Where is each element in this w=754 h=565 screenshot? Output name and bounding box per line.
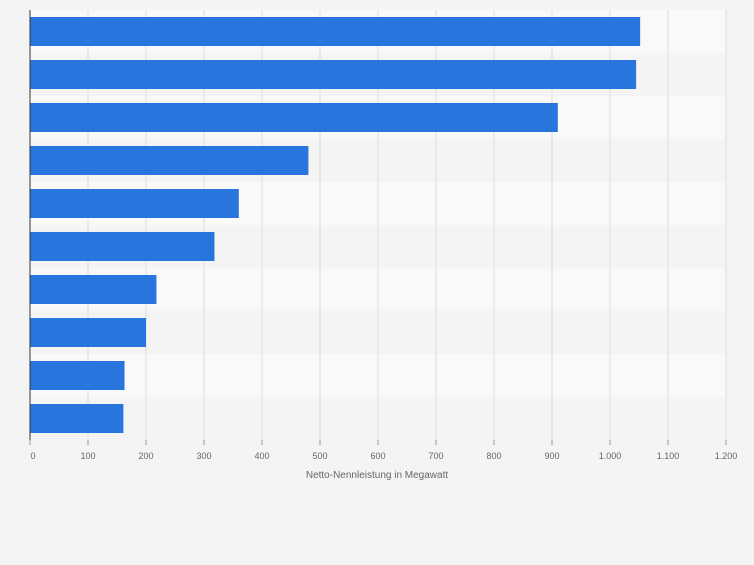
x-tick-label: 800 bbox=[486, 451, 501, 461]
x-tick-label: 700 bbox=[428, 451, 443, 461]
x-tick-label: 1.100 bbox=[657, 451, 680, 461]
x-tick-label: 600 bbox=[370, 451, 385, 461]
x-tick-label: 0 bbox=[30, 451, 35, 461]
bar bbox=[30, 146, 309, 175]
bar bbox=[30, 361, 125, 390]
x-tick-label: 1.200 bbox=[715, 451, 738, 461]
bar bbox=[30, 404, 124, 433]
axes bbox=[29, 10, 727, 445]
x-tick-labels: 0 100 200 300 400 500 600 700 800 900 1.000 1.100 1.… bbox=[30, 451, 737, 461]
bar bbox=[30, 232, 215, 261]
x-tick-label: 400 bbox=[254, 451, 269, 461]
bar bbox=[30, 60, 637, 89]
x-tick-label: 300 bbox=[196, 451, 211, 461]
bar bbox=[30, 318, 146, 347]
x-axis-title: Netto-Nennleistung in Megawatt bbox=[306, 470, 449, 481]
x-tick-label: 500 bbox=[312, 451, 327, 461]
x-tick-label: 900 bbox=[544, 451, 559, 461]
bar bbox=[30, 103, 558, 132]
x-tick-label: 200 bbox=[138, 451, 153, 461]
bar bbox=[30, 17, 641, 46]
x-tick-label: 1.000 bbox=[599, 451, 622, 461]
bars bbox=[30, 17, 641, 433]
bar bbox=[30, 189, 239, 218]
x-tick-label: 100 bbox=[80, 451, 95, 461]
bar bbox=[30, 275, 157, 304]
